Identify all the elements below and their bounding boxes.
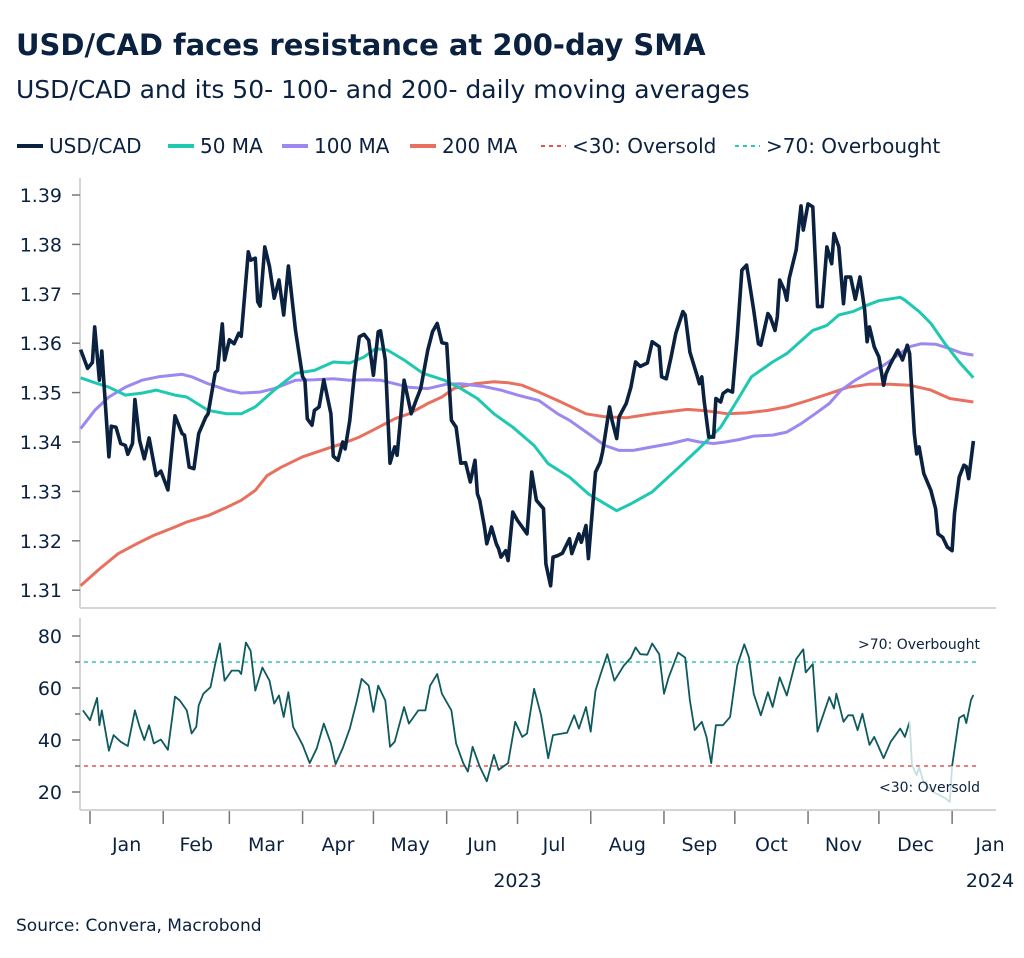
x-month-label: Mar — [248, 834, 284, 856]
chart-subtitle: USD/CAD and its 50- 100- and 200- daily … — [16, 75, 750, 104]
legend-label-50ma: 50 MA — [200, 134, 263, 158]
price-y-tick-label: 1.35 — [20, 383, 62, 405]
rsi-series-group — [82, 641, 975, 803]
oversold-annotation: <30: Oversold — [879, 780, 980, 796]
series-line-200-ma — [79, 380, 974, 587]
series-line-100-ma — [79, 342, 974, 452]
price-series-group — [78, 202, 976, 588]
rsi-line — [951, 694, 975, 767]
legend-label-usdcad: USD/CAD — [49, 134, 142, 158]
source-note: Source: Convera, Macrobond — [16, 916, 262, 936]
legend: USD/CAD 50 MA 100 MA 200 MA <30: Oversol… — [17, 134, 940, 158]
legend-label-oversold: <30: Oversold — [572, 134, 716, 158]
rsi-reference-lines — [84, 661, 978, 767]
rsi-y-tick-label: 80 — [38, 626, 62, 648]
legend-item-50ma: 50 MA — [168, 134, 263, 158]
x-month-label: Jan — [111, 834, 141, 856]
price-y-tick-label: 1.31 — [20, 580, 62, 602]
legend-item-200ma: 200 MA — [410, 134, 518, 158]
price-y-ticks: 1.39 1.38 1.37 1.36 1.35 1.34 1.33 1.32 1.31 — [20, 185, 80, 602]
series-line-50-ma — [80, 295, 975, 513]
x-month-label: Jul — [542, 834, 566, 856]
chart-title: USD/CAD faces resistance at 200-day SMA — [16, 28, 706, 62]
legend-label-200ma: 200 MA — [442, 134, 518, 158]
legend-label-100ma: 100 MA — [314, 134, 390, 158]
x-month-label: Jun — [466, 834, 497, 856]
rsi-y-tick-label: 60 — [38, 678, 62, 700]
price-y-tick-label: 1.39 — [20, 185, 62, 207]
price-y-tick-label: 1.36 — [20, 333, 62, 355]
legend-item-100ma: 100 MA — [282, 134, 390, 158]
x-month-label: Sep — [681, 834, 717, 856]
x-month-label: Feb — [179, 834, 213, 856]
legend-item-overbought: >70: Overbought — [735, 134, 940, 158]
x-year-label: 2024 — [966, 870, 1014, 892]
x-month-label: Oct — [755, 834, 788, 856]
price-y-tick-label: 1.32 — [20, 531, 62, 553]
series-line-usd-cad — [78, 202, 976, 588]
x-year-label: 2023 — [493, 870, 541, 892]
rsi-y-tick-label: 40 — [38, 730, 62, 752]
x-axis: Jan Feb Mar Apr May Jun Jul Aug Sep Oct Nov Dec Jan 2… — [89, 811, 1014, 892]
x-month-label: Aug — [609, 834, 646, 856]
price-y-tick-label: 1.38 — [20, 234, 62, 256]
legend-item-usdcad: USD/CAD — [17, 134, 142, 158]
price-y-tick-label: 1.34 — [20, 432, 62, 454]
rsi-y-tick-label: 20 — [38, 782, 62, 804]
legend-item-oversold: <30: Oversold — [541, 134, 716, 158]
x-month-label: Jan — [974, 834, 1004, 856]
rsi-line — [82, 641, 911, 783]
legend-label-overbought: >70: Overbought — [766, 134, 940, 158]
rsi-line-oversold-segment — [908, 721, 953, 803]
x-month-label: Nov — [825, 834, 862, 856]
x-month-label: Apr — [322, 834, 355, 856]
price-y-tick-label: 1.37 — [20, 284, 62, 306]
overbought-annotation: >70: Overbought — [858, 637, 980, 653]
x-month-label: Dec — [897, 834, 934, 856]
price-y-tick-label: 1.33 — [20, 481, 62, 503]
rsi-y-ticks: 80 60 40 20 — [38, 626, 80, 804]
x-month-label: May — [390, 834, 429, 856]
